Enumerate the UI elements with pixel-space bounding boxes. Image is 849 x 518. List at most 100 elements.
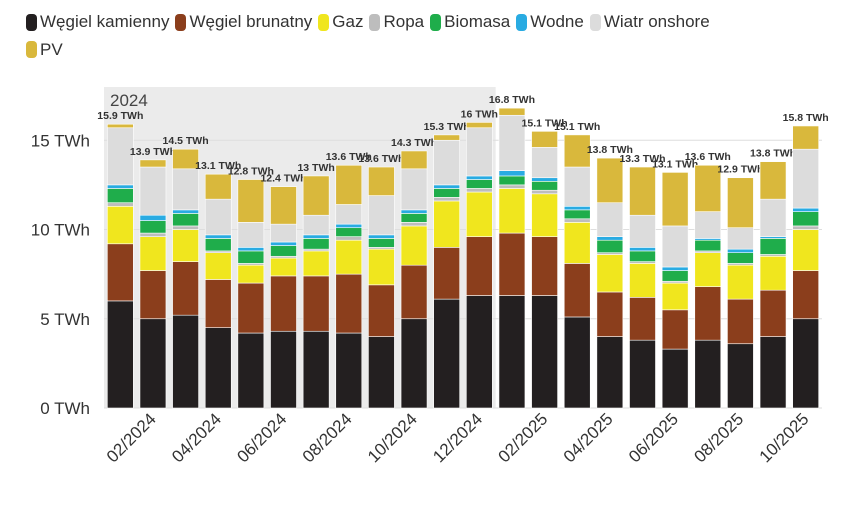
bar-segment — [400, 209, 428, 214]
legend-label: PV — [40, 39, 63, 59]
bar-segment — [694, 286, 722, 341]
bar-segment — [531, 181, 558, 191]
x-tick-label: 02/2025 — [495, 409, 552, 466]
bar-segment — [694, 339, 722, 409]
bar-segment — [368, 248, 395, 286]
bar-segment — [204, 234, 232, 239]
legend-item[interactable]: Ropa — [369, 10, 424, 34]
bar-total-label: 12.4 TWh — [260, 173, 306, 185]
legend-item[interactable]: Węgiel brunatny — [175, 10, 312, 34]
bar-segment — [727, 248, 754, 254]
y-tick-label: 15 TWh — [31, 131, 90, 150]
bar-segment — [629, 250, 656, 262]
bar-segment — [531, 295, 558, 409]
bar-segment — [531, 193, 558, 237]
bar-segment — [368, 284, 395, 337]
bar-segment — [400, 168, 428, 211]
bar-segment — [237, 250, 265, 264]
legend-item[interactable]: Wodne — [516, 10, 584, 34]
bar-segment — [596, 336, 624, 409]
bar-segment — [400, 213, 428, 223]
bar-segment — [792, 207, 819, 212]
legend-swatch — [369, 13, 381, 31]
bar-segment — [139, 166, 167, 216]
bar-total-label: 13.6 TWh — [685, 151, 731, 163]
bar-total-label: 14.3 TWh — [391, 137, 437, 149]
legend-item[interactable]: Biomasa — [430, 10, 510, 34]
legend-item[interactable]: PV — [26, 38, 63, 62]
bar-segment — [270, 245, 297, 257]
bar-segment — [270, 241, 297, 246]
bar-segment — [531, 147, 558, 179]
bar-segment — [498, 184, 526, 189]
bar-segment — [596, 236, 624, 241]
bar-segment — [172, 229, 199, 262]
bar-segment — [466, 236, 493, 296]
bar-segment — [629, 214, 656, 248]
bar-segment — [661, 270, 689, 282]
bar-segment — [596, 157, 624, 204]
bar-segment — [498, 170, 526, 177]
legend-item[interactable]: Wiatr onshore — [589, 10, 710, 34]
legend-label: Węgiel kamienny — [40, 12, 170, 31]
legend-swatch — [26, 41, 37, 58]
bar-segment — [596, 239, 624, 254]
legend-swatch — [589, 13, 601, 31]
legend-swatch — [26, 13, 37, 31]
bar-segment — [400, 264, 428, 320]
legend-swatch — [430, 13, 442, 31]
legend-label: Biomasa — [444, 12, 511, 31]
bar-segment — [563, 209, 591, 220]
y-tick-label: 10 TWh — [31, 221, 90, 240]
bar-segment — [498, 114, 526, 171]
bar-total-label: 16 TWh — [461, 108, 498, 120]
bar-segment — [107, 123, 134, 129]
x-tick-label: 08/2024 — [299, 409, 356, 466]
bar-segment — [172, 168, 199, 211]
bar-total-label: 13.6 TWh — [358, 153, 404, 165]
bar-segment — [335, 273, 363, 334]
bar-segment — [498, 175, 526, 186]
bar-segment — [792, 148, 819, 209]
bar-segment — [335, 332, 363, 409]
bar-segment — [237, 264, 265, 284]
bar-total-label: 13.1 TWh — [652, 158, 698, 170]
bar-segment — [596, 202, 624, 237]
bar-segment — [139, 270, 167, 320]
bar-segment — [107, 184, 134, 189]
bar-segment — [694, 211, 722, 239]
bar-segment — [727, 298, 754, 345]
bar-segment — [368, 195, 395, 236]
bar-segment — [433, 184, 460, 189]
bar-segment — [335, 204, 363, 225]
bar-total-label: 16.8 TWh — [489, 94, 535, 106]
bar-segment — [629, 166, 656, 216]
bar-segment — [498, 107, 526, 116]
bar-segment — [433, 298, 460, 409]
bar-segment — [368, 234, 395, 239]
bar-segment — [727, 227, 754, 250]
bar-total-label: 13.8 TWh — [750, 148, 796, 160]
bar-segment — [563, 134, 591, 168]
legend-item[interactable]: Gaz — [318, 10, 363, 34]
bar-segment — [302, 250, 330, 277]
bar-segment — [661, 282, 689, 311]
bar-segment — [139, 236, 167, 271]
legend-swatch — [318, 13, 330, 31]
x-tick-label: 02/2024 — [103, 409, 160, 466]
bar-segment — [466, 188, 493, 193]
bar-segment — [139, 318, 167, 409]
legend-item[interactable]: Węgiel kamienny — [26, 10, 169, 34]
bar-segment — [792, 229, 819, 271]
bar-segment — [792, 270, 819, 320]
bar-segment — [792, 125, 819, 150]
bar-segment — [302, 214, 330, 236]
bar-segment — [466, 175, 493, 180]
bar-segment — [335, 227, 363, 237]
bar-total-label: 15.3 TWh — [424, 121, 470, 133]
bar-segment — [335, 223, 363, 229]
legend-label: Węgiel brunatny — [189, 12, 313, 31]
bar-segment — [694, 239, 722, 252]
legend-swatch — [175, 13, 187, 31]
